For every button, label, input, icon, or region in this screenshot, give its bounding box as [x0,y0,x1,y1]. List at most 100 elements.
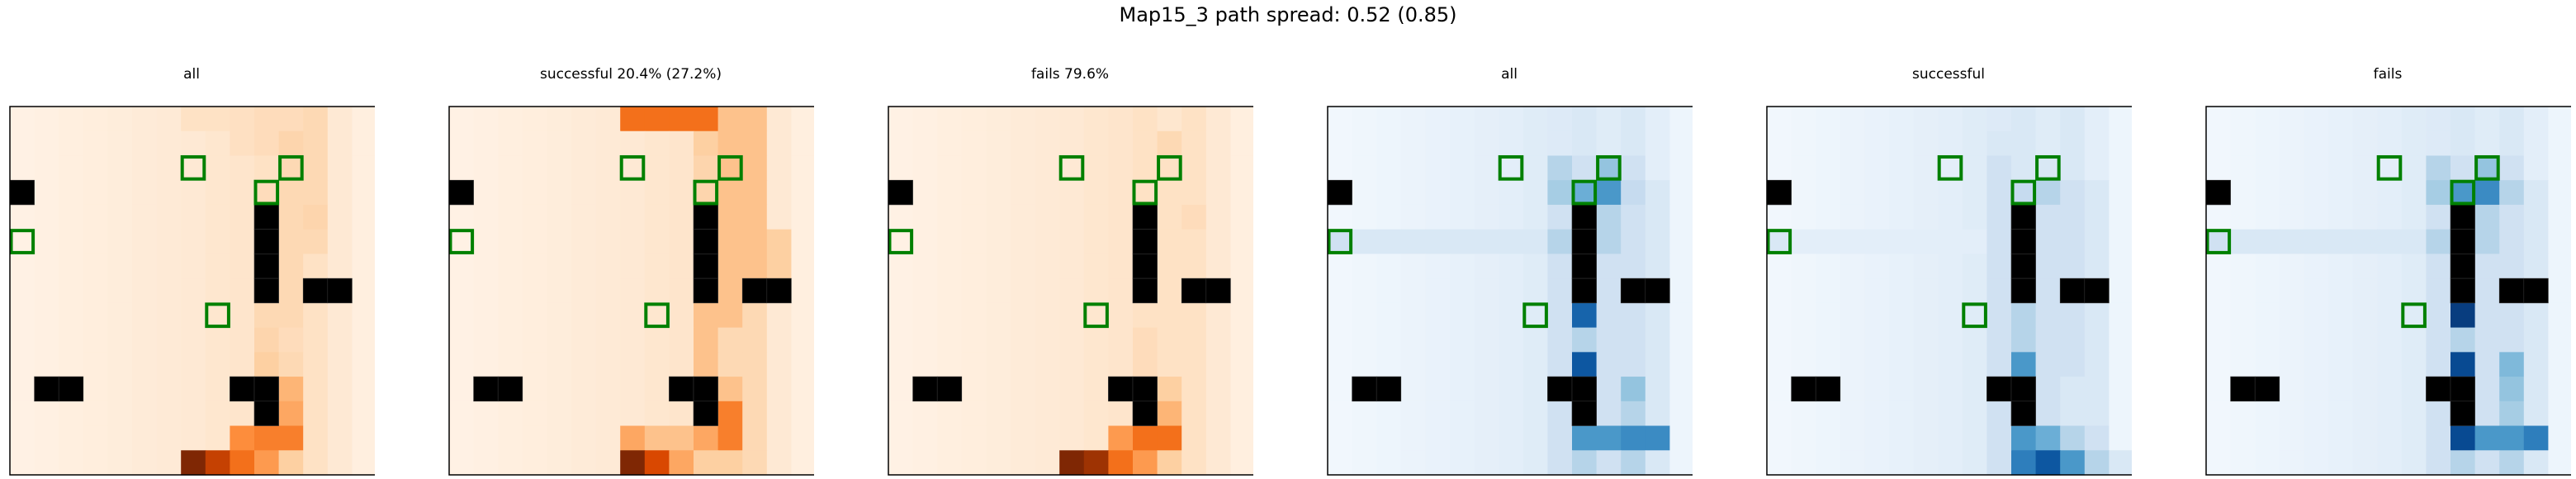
heatmap-cell [1816,229,1841,254]
heatmap-cell [644,204,670,230]
heatmap-cell [1522,180,1548,206]
heatmap-cell [2304,327,2329,353]
heatmap-cell [181,327,206,353]
heatmap-cell [2304,204,2329,230]
heatmap-cell [1157,302,1182,329]
heatmap-cell [1059,450,1085,476]
heatmap-cell [1645,377,1670,402]
heatmap-cell [1986,401,2012,427]
heatmap-cell [2474,401,2500,427]
heatmap-panel-1: all [8,66,375,479]
goal-marker [1522,302,1548,329]
heatmap-cell [547,107,572,132]
heatmap-cell [181,107,206,132]
heatmap-cell [717,425,743,451]
heatmap-cell [1181,254,1207,279]
heatmap-cell [1572,180,1598,206]
heatmap-cell [1596,254,1622,279]
heatmap-cell [1645,155,1670,181]
heatmap-cell [2035,401,2061,427]
heatmap-cell [1205,254,1231,279]
heatmap-cell [1522,130,1548,157]
heatmap-cell [1376,327,1402,353]
heatmap-cell [230,401,255,427]
heatmap-cell [2499,401,2525,427]
heatmap-cell [2426,327,2451,353]
heatmap-cell [1450,130,1475,157]
heatmap-cell [230,352,255,377]
heatmap-cell [1767,204,1792,230]
heatmap-cell [1133,107,1158,132]
heatmap-cell [644,254,670,279]
heatmap-cell [1108,401,1134,427]
heatmap-cell [937,155,963,181]
heatmap-cell [2548,180,2571,206]
heatmap-cell [961,130,987,157]
heatmap-cell [717,107,743,132]
heatmap-cell [2084,302,2110,329]
heatmap-cell [547,229,572,254]
heatmap-cell [2548,401,2571,427]
heatmap-cell [2401,425,2427,451]
heatmap-cell [1474,155,1499,181]
heatmap-cell [278,401,304,427]
heatmap-cell [2548,302,2571,329]
heatmap-cell [547,278,572,304]
heatmap-cell [1450,302,1475,329]
heatmap-cell [1230,401,1253,427]
heatmap-cell [1864,377,1890,402]
heatmap-cell [2499,130,2525,157]
heatmap-cell [83,450,108,476]
heatmap-cell [986,229,1011,254]
heatmap-cell [230,327,255,353]
heatmap-cell [2426,180,2451,206]
heatmap-cell [2011,107,2037,132]
heatmap-cell [205,107,230,132]
heatmap-cell [522,130,547,157]
heatmap-cell [1962,204,1987,230]
heatmap-cell [1791,302,1816,329]
heatmap-cell [2109,327,2132,353]
heatmap-cell [2060,302,2086,329]
heatmap-cell [1572,450,1598,476]
heatmap-cell [1864,278,1890,304]
heatmap-cell [59,107,84,132]
heatmap-cell [1986,278,2012,304]
heatmap-cell [2523,302,2549,329]
heatmap-cell [2328,180,2354,206]
heatmap-cell [2523,352,2549,377]
heatmap-cell [303,450,329,476]
heatmap-cell [2474,278,2500,304]
heatmap-cell [644,450,670,476]
wall-cell [2450,204,2475,230]
goal-marker [2205,229,2232,254]
heatmap-cell [1962,155,1987,181]
heatmap-cell [2304,377,2329,402]
heatmap-cell [2377,229,2403,254]
heatmap-cell [2084,377,2110,402]
heatmap-cell [1499,229,1524,254]
heatmap-cell [2011,180,2037,206]
heatmap-cell [1864,327,1890,353]
heatmap-cell [1913,229,1939,254]
goal-marker [1571,179,1598,206]
heatmap-cell [1450,180,1475,206]
goal-marker [2450,179,2476,206]
heatmap-cell [1328,229,1353,254]
heatmap-cell [595,302,621,329]
heatmap-cell [1425,155,1451,181]
heatmap-cell [742,450,768,476]
heatmap-cell [2304,450,2329,476]
heatmap-cell [1181,377,1207,402]
heatmap-cell [278,155,304,181]
heatmap-cell [2060,352,2086,377]
heatmap-cell [766,254,792,279]
heatmap-cell [766,155,792,181]
heatmap-cell [34,180,59,206]
heatmap-cell [1767,401,1792,427]
heatmap-cell [522,425,547,451]
heatmap-cell [1400,130,1426,157]
heatmap-cell [2060,327,2086,353]
heatmap-cell [1986,229,2012,254]
heatmap-cell [352,180,375,206]
